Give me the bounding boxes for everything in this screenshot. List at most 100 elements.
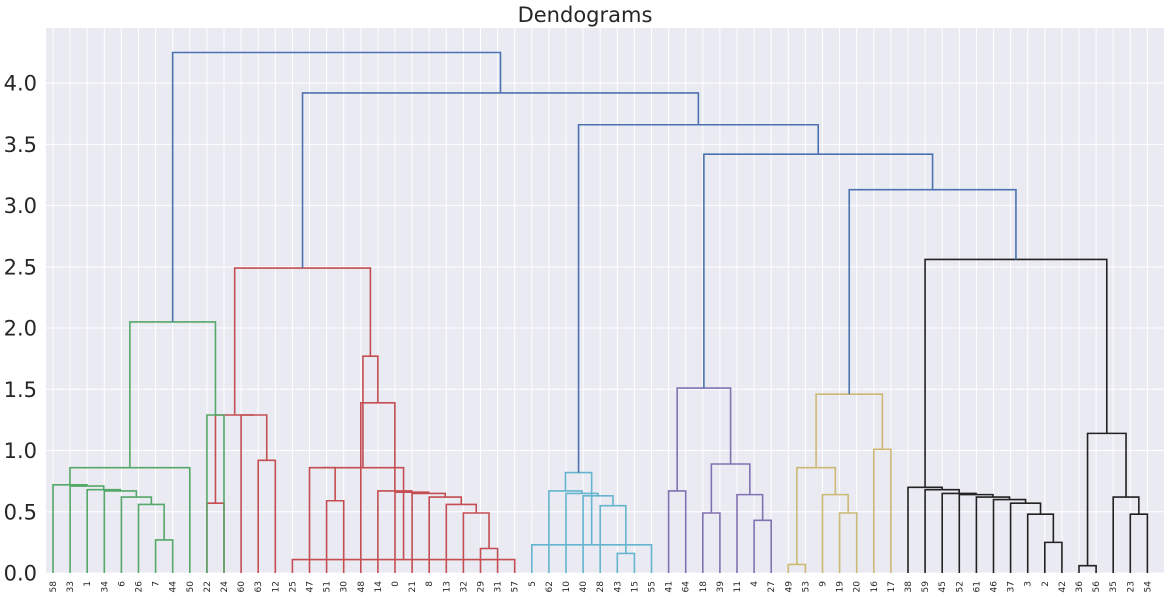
cluster-link	[821, 493, 849, 573]
leaf-label: 21	[408, 581, 418, 592]
leaf-label: 64	[682, 581, 692, 593]
leaf-label: 34	[100, 581, 110, 593]
y-tick-label: 1.5	[4, 378, 37, 402]
leaf-label: 43	[613, 581, 623, 592]
plot-background	[46, 28, 1164, 573]
leaf-label: 10	[562, 581, 572, 593]
leaf-label: 11	[733, 581, 743, 592]
y-axis-ticks: 0.0 0.5 1.0 1.5 2.0 2.5 3.0 3.5 4.0	[4, 72, 37, 586]
leaf-label: 42	[1058, 581, 1068, 592]
leaf-label: 23	[1126, 581, 1136, 592]
leaf-label: 20	[853, 581, 863, 593]
leaf-label: 7	[152, 581, 162, 587]
leaf-label: 3	[1024, 581, 1034, 587]
dendrogram-links	[52, 51, 1149, 573]
leaf-label: 33	[66, 581, 76, 592]
leaf-label: 8	[425, 581, 435, 587]
x-axis-leaf-labels: 58 33 1 34 6 26 7 44 50 22 24 60 63 12 25 47 51 30 48 14 0 21…	[49, 581, 1153, 593]
leaf-label: 0	[391, 581, 401, 587]
leaf-label: 6	[117, 581, 127, 587]
leaf-label: 37	[1007, 581, 1017, 592]
leaf-label: 32	[459, 581, 469, 592]
leaf-label: 15	[630, 581, 640, 592]
y-tick-label: 4.0	[4, 72, 37, 96]
leaf-label: 51	[323, 581, 333, 592]
cluster-link	[103, 490, 138, 573]
leaf-label: 57	[511, 581, 521, 592]
leaf-label: 24	[220, 581, 230, 593]
cluster-link	[154, 539, 174, 573]
cluster-link	[394, 491, 430, 573]
leaf-label: 49	[784, 581, 794, 593]
leaf-label: 55	[648, 581, 658, 592]
y-tick-label: 3.5	[4, 133, 37, 157]
cluster-link	[848, 188, 1017, 395]
cluster-link	[702, 512, 721, 573]
leaf-label: 61	[972, 581, 982, 592]
y-tick-label: 1.0	[4, 439, 37, 463]
cluster-link	[577, 123, 820, 473]
leaf-label: 25	[288, 581, 298, 592]
cluster-link	[377, 490, 413, 573]
y-tick-label: 2.0	[4, 317, 37, 341]
leaf-label: 58	[49, 581, 59, 593]
leaf-label: 60	[237, 581, 247, 593]
leaf-label: 31	[494, 581, 504, 592]
leaf-label: 52	[955, 581, 965, 592]
cluster-link	[129, 321, 217, 468]
leaf-label: 59	[921, 581, 931, 593]
leaf-label: 9	[819, 581, 829, 587]
leaf-label: 48	[357, 581, 367, 593]
y-tick-label: 0.0	[4, 562, 37, 586]
leaf-label: 44	[169, 581, 179, 593]
leaf-label: 41	[665, 581, 675, 592]
cluster-link	[1129, 513, 1149, 573]
cluster-link	[233, 267, 372, 416]
cluster-link	[992, 498, 1027, 573]
leaf-label: 30	[340, 581, 350, 593]
leaf-label: 1	[83, 581, 93, 587]
leaf-label: 2	[1041, 581, 1051, 587]
cluster-link	[445, 503, 478, 573]
leaf-label: 19	[836, 581, 846, 593]
y-tick-label: 3.0	[4, 194, 37, 218]
leaf-label: 62	[545, 581, 555, 592]
cluster-link	[257, 459, 277, 573]
y-tick-label: 2.5	[4, 255, 37, 279]
leaf-label: 38	[904, 581, 914, 593]
leaf-label: 5	[528, 581, 538, 587]
leaf-label: 56	[1092, 581, 1102, 593]
y-tick-label: 0.5	[4, 500, 37, 524]
leaf-label: 45	[938, 581, 948, 592]
cluster-link	[362, 355, 379, 468]
leaf-label: 63	[254, 581, 264, 592]
cluster-link	[1078, 564, 1097, 573]
cluster-link	[548, 490, 583, 573]
leaf-label: 26	[135, 581, 145, 593]
cluster-link	[838, 512, 858, 573]
cluster-link	[667, 490, 687, 573]
leaf-label: 17	[887, 581, 897, 592]
cluster-link	[907, 486, 943, 573]
leaf-label: 14	[374, 581, 384, 593]
cluster-link	[958, 493, 994, 573]
cluster-link	[69, 485, 105, 573]
leaf-label: 35	[1109, 581, 1119, 592]
leaf-label: 13	[442, 581, 452, 592]
cluster-link	[479, 547, 499, 573]
chart-title: Dendograms	[518, 3, 653, 27]
leaf-label: 46	[990, 581, 1000, 593]
leaf-label: 4	[750, 581, 760, 587]
cluster-link	[171, 51, 502, 322]
cluster-link	[924, 258, 1108, 488]
cluster-link	[322, 466, 405, 560]
leaf-label: 53	[801, 581, 811, 592]
leaf-label: 12	[271, 581, 281, 592]
leaf-label: 29	[477, 581, 487, 593]
cluster-link	[787, 563, 807, 573]
leaf-label: 27	[767, 581, 777, 592]
leaf-label: 28	[596, 581, 606, 593]
leaf-label: 54	[1143, 581, 1153, 593]
leaf-label: 16	[870, 581, 880, 593]
